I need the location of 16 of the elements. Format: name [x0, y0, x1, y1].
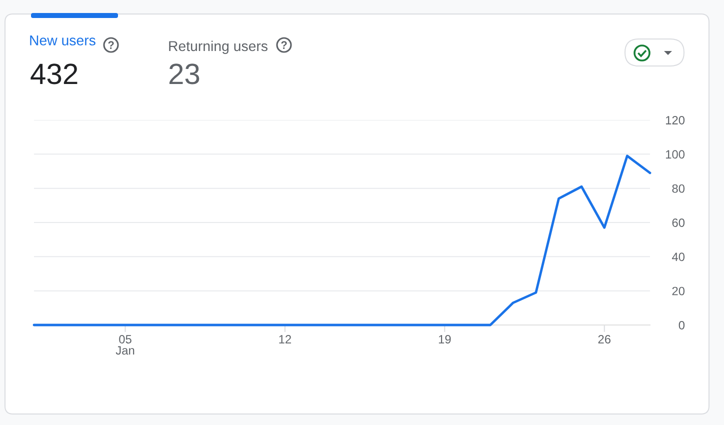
y-tick-label: 100 — [666, 150, 685, 159]
x-tick-label: 05 Jan — [116, 335, 134, 355]
y-tick-label: 80 — [672, 184, 685, 193]
x-tick-label: 19 — [438, 335, 451, 344]
y-tick-label: 20 — [672, 286, 685, 296]
text: 23 — [169, 64, 200, 84]
y-tick-label: 40 — [672, 252, 685, 262]
x-tick-label: 26 — [598, 335, 610, 344]
text: New users — [30, 36, 96, 46]
text: 432 — [30, 64, 78, 84]
y-tick-label: 60 — [672, 218, 685, 227]
y-tick-label: 0 — [678, 320, 685, 330]
x-tick-label: 12 — [279, 335, 292, 344]
text: Returning users — [169, 40, 268, 54]
y-tick-label: 120 — [666, 116, 685, 124]
line-series — [32, 154, 652, 326]
